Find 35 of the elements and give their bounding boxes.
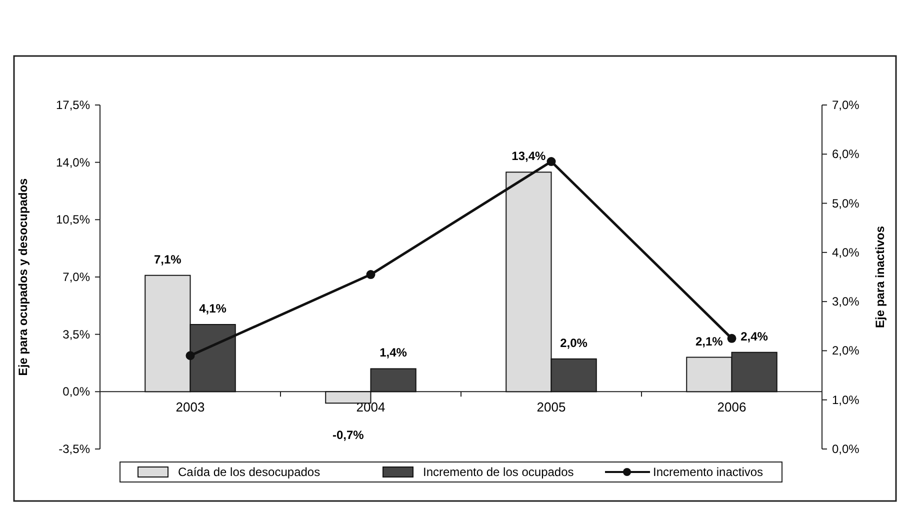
y2-tick-label: 0,0%	[832, 442, 860, 456]
y2-tick-label: 5,0%	[832, 196, 860, 210]
data-label: 13,4%	[512, 149, 546, 164]
point	[727, 334, 736, 343]
legend-label: Incremento de los ocupados	[423, 465, 574, 479]
y2-tick-label: 3,0%	[832, 294, 860, 309]
y2-tick-label: 4,0%	[832, 245, 860, 260]
y-tick-label: -3,5%	[58, 442, 90, 456]
y2-tick-label: 6,0%	[832, 147, 860, 162]
point	[186, 351, 195, 360]
y2-axis-title: Eje para inactivos	[873, 226, 887, 328]
y-axis-title: Eje para ocupados y desocupados	[16, 178, 30, 376]
data-label: 2,4%	[740, 329, 768, 344]
x-tick-label: 2003	[176, 400, 205, 415]
y-tick-label: 14,0%	[56, 155, 90, 170]
data-label: 1,4%	[380, 346, 408, 360]
data-label: 7,1%	[154, 252, 182, 266]
data-label: 2,1%	[696, 334, 724, 348]
y-tick-label: 10,5%	[56, 212, 90, 227]
legend-label: Incremento inactivos	[653, 465, 764, 479]
y2-tick-label: 2,0%	[832, 344, 860, 358]
x-tick-label: 2006	[717, 400, 746, 415]
x-tick-label: 2005	[536, 400, 566, 415]
point	[366, 270, 376, 280]
y2-tick-label: 1,0%	[832, 392, 860, 407]
data-label: 2,0%	[560, 336, 588, 350]
y-tick-label: 3,5%	[62, 327, 90, 342]
y-tick-label: 7,0%	[62, 270, 90, 284]
y2-tick-label: 7,0%	[832, 98, 860, 112]
point	[546, 157, 556, 166]
y-tick-label: 17,5%	[56, 98, 90, 112]
y-tick-label: 0,0%	[62, 384, 90, 399]
data-label: 4,1%	[199, 302, 227, 316]
data-label: -0,7%	[332, 428, 364, 442]
legend-label: Caída de los desocupados	[178, 465, 320, 479]
